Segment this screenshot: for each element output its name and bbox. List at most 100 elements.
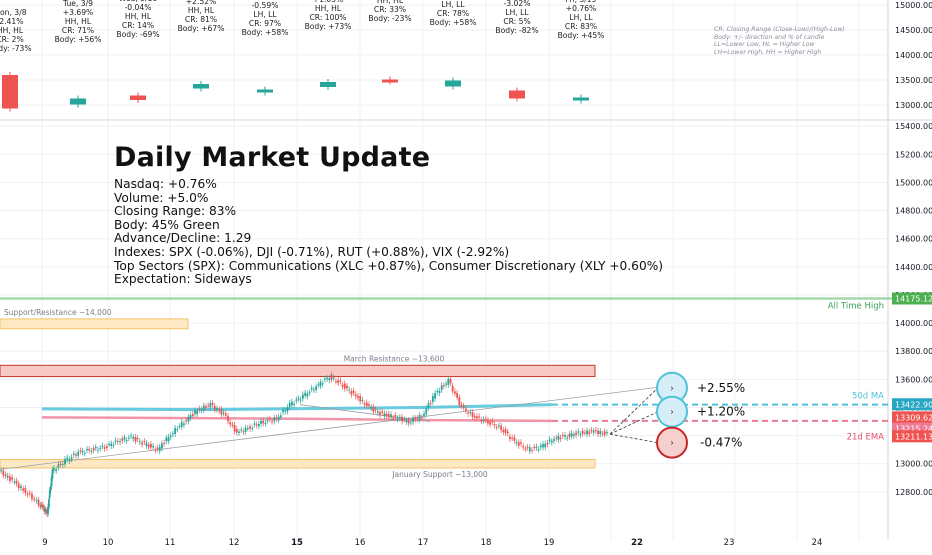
y-tick-label: 13000.00 <box>895 101 932 110</box>
price-candle <box>158 446 161 452</box>
price-candle <box>304 392 307 396</box>
price-candle <box>273 417 276 422</box>
price-candle <box>22 488 25 491</box>
price-candle <box>4 474 7 476</box>
price-candle <box>445 383 447 385</box>
price-candle <box>224 413 227 416</box>
price-candle <box>605 432 608 434</box>
price-candle <box>99 447 102 449</box>
stat-line: Volume: +5.0% <box>114 190 209 205</box>
day-card-line: Body: +58% <box>429 17 477 27</box>
y-tick-label: 14600.00 <box>895 235 932 244</box>
price-candle <box>581 430 584 434</box>
price-candle <box>127 437 130 439</box>
price-candle <box>420 417 423 419</box>
price-candle <box>387 413 390 418</box>
price-candle <box>332 377 335 379</box>
price-candle <box>295 399 298 401</box>
price-candle <box>372 406 375 412</box>
projection-arrow <box>609 433 659 444</box>
legend-note-line: CR: Closing Range (Close-Low)/(High-Low) <box>714 26 845 33</box>
day-candle <box>445 80 461 87</box>
price-candle <box>462 405 465 408</box>
support-resistance-zone <box>0 318 189 330</box>
legend-note: CR: Closing Range (Close-Low)/(High-Low)… <box>714 26 879 56</box>
price-candle <box>149 443 152 448</box>
price-candle <box>101 445 104 447</box>
price-candle <box>487 419 489 424</box>
level-label: Support/Resistance ~14,000 <box>4 308 112 317</box>
price-candle <box>564 435 566 437</box>
price-candle <box>229 422 232 425</box>
day-card-line: CR: 71% <box>61 25 95 35</box>
price-candle <box>414 418 417 420</box>
page-title: Daily Market Update <box>114 142 431 173</box>
price-candle <box>282 409 284 413</box>
day-card-line: -0.59% <box>251 0 279 10</box>
price-candle <box>343 383 346 389</box>
y-tick-label: 14000.00 <box>895 51 932 60</box>
price-candle <box>61 464 64 466</box>
price-candle <box>306 393 309 397</box>
price-candle <box>277 416 280 421</box>
price-candle <box>167 436 170 442</box>
price-candle <box>145 443 148 447</box>
price-candle <box>2 470 5 476</box>
stat-line: Expectation: Sideways <box>114 272 252 287</box>
price-candle <box>176 429 179 431</box>
price-candle <box>154 449 157 451</box>
price-candle <box>90 450 93 452</box>
price-candle <box>559 437 562 439</box>
price-candle <box>317 384 320 386</box>
price-candle <box>163 442 166 444</box>
price-candle <box>502 430 505 433</box>
price-candle <box>586 430 588 435</box>
day-card-line: CR: 14% <box>121 20 155 30</box>
price-candle <box>310 387 313 390</box>
price-candle <box>103 447 106 449</box>
price-candle <box>202 405 205 411</box>
price-candle <box>553 439 555 442</box>
price-candle <box>72 453 75 455</box>
price-candle <box>288 403 291 407</box>
day-card-line: Body: +56% <box>54 34 102 44</box>
day-card-line: LH, LL <box>253 9 277 19</box>
price-candle <box>590 430 593 432</box>
price-candle <box>260 420 262 424</box>
price-candle <box>526 447 529 449</box>
price-candle <box>121 438 124 441</box>
price-candle <box>77 451 80 456</box>
price-candle <box>319 381 322 387</box>
price-candle <box>44 509 47 512</box>
price-candle <box>337 380 340 383</box>
stat-line: Closing Range: 83% <box>114 204 237 219</box>
price-candle <box>566 437 569 439</box>
price-candle <box>498 425 500 427</box>
day-card-line: HH, HL <box>314 3 342 13</box>
price-candle <box>187 416 190 422</box>
price-candle <box>506 431 509 434</box>
price-label-bg <box>892 430 932 443</box>
y-tick-label: 14800.00 <box>895 207 932 216</box>
price-candle <box>271 421 273 423</box>
price-candle <box>555 437 558 439</box>
price-candle <box>209 403 212 408</box>
x-tick-label: 10 <box>103 538 114 548</box>
price-candle <box>515 442 518 444</box>
price-candle <box>535 446 538 448</box>
price-candle <box>385 413 388 416</box>
y-tick-label: 15200.00 <box>895 150 932 159</box>
legend-note-line: LH=Lower High, HH = Higher High <box>714 48 822 56</box>
day-card-line: Fri, 3/12 <box>230 0 300 2</box>
day-card-line: HH, HL <box>0 25 24 35</box>
stat-line: Top Sectors (SPX): Communications (XLC +… <box>114 258 664 273</box>
price-candle <box>180 421 183 427</box>
price-candle <box>403 419 406 421</box>
projection-label: +1.20% <box>697 405 745 419</box>
day-card-line: CR: 2% <box>0 34 24 44</box>
day-card-line: LH, LL <box>569 12 593 22</box>
